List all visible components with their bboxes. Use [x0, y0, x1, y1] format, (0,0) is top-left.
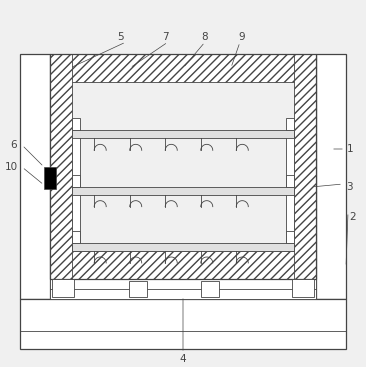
Bar — [292, 279, 314, 297]
Bar — [72, 118, 80, 130]
Bar — [72, 175, 80, 187]
Bar — [286, 118, 294, 130]
Bar — [20, 299, 346, 349]
Text: 3: 3 — [346, 182, 352, 192]
Bar — [201, 281, 219, 297]
Bar — [20, 54, 50, 299]
Text: 1: 1 — [347, 144, 353, 154]
Bar — [72, 130, 80, 251]
Bar — [52, 279, 74, 297]
Bar — [50, 54, 316, 82]
Bar — [294, 54, 316, 279]
Bar — [50, 279, 316, 299]
Bar — [286, 130, 294, 251]
Bar — [50, 251, 316, 279]
Text: 6: 6 — [11, 140, 17, 150]
Bar — [72, 243, 294, 251]
Bar — [44, 167, 56, 189]
Text: 9: 9 — [239, 32, 245, 42]
Text: 10: 10 — [4, 162, 18, 172]
Bar — [286, 175, 294, 187]
Bar — [50, 54, 316, 279]
Text: 8: 8 — [202, 32, 208, 42]
Bar — [286, 231, 294, 243]
Bar — [72, 187, 294, 195]
Bar — [316, 54, 346, 299]
Text: 7: 7 — [162, 32, 168, 42]
Text: 4: 4 — [180, 354, 186, 364]
Bar — [72, 231, 80, 243]
Text: 5: 5 — [117, 32, 123, 42]
Bar — [72, 130, 294, 138]
Bar — [129, 281, 147, 297]
Bar — [50, 54, 72, 279]
Text: 2: 2 — [350, 212, 356, 222]
